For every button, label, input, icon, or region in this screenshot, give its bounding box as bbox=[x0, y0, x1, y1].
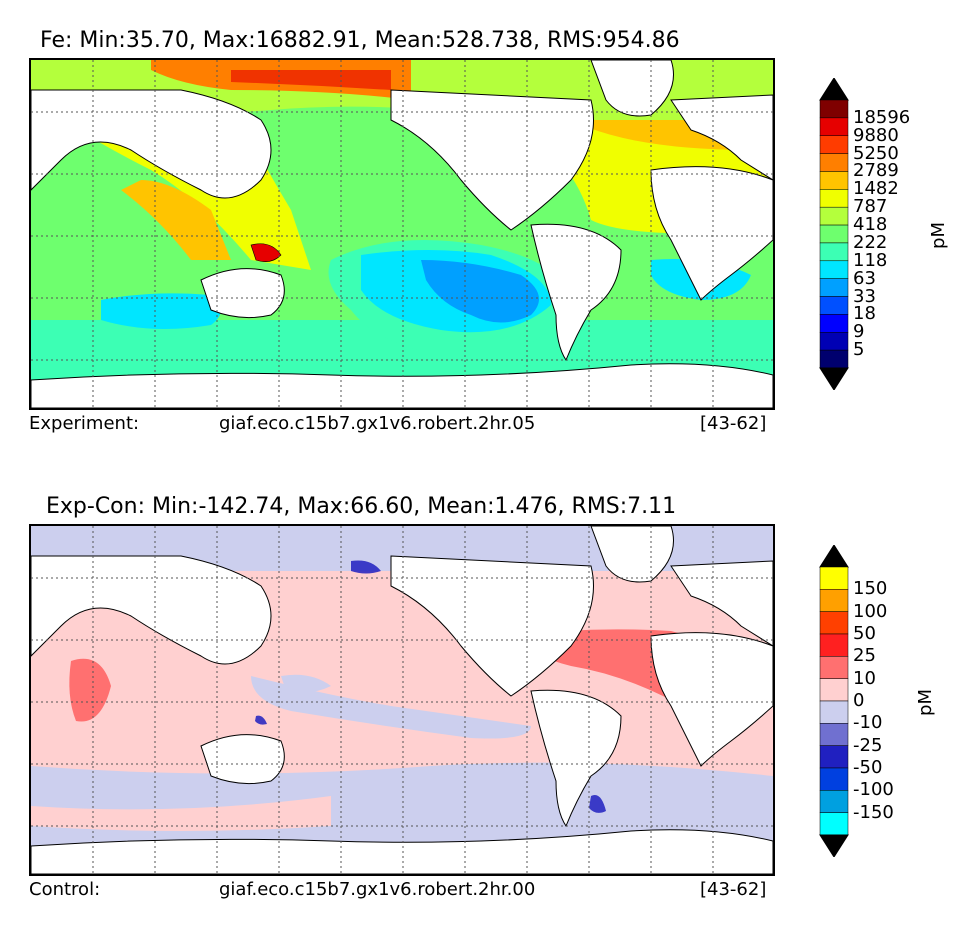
colorbar-tick-label: -50 bbox=[853, 757, 883, 778]
panel1-case-name: giaf.eco.c15b7.gx1v6.robert.2hr.05 bbox=[219, 413, 536, 434]
colorbar-swatch bbox=[819, 242, 849, 262]
colorbar-top-extend bbox=[819, 544, 849, 568]
colorbar-tick-label: 33 bbox=[853, 285, 876, 307]
colorbar-bottom-extend bbox=[819, 834, 849, 858]
panel2-case-name: giaf.eco.c15b7.gx1v6.robert.2hr.00 bbox=[219, 879, 536, 900]
colorbar-tick-label: 418 bbox=[853, 214, 888, 236]
colorbar-swatch bbox=[819, 723, 849, 746]
panel1-title: Fe: Min:35.70, Max:16882.91, Mean:528.73… bbox=[40, 28, 680, 53]
colorbar-swatch bbox=[819, 117, 849, 136]
colorbar-tick-label: -25 bbox=[853, 734, 883, 756]
colorbar-tick-label: 100 bbox=[853, 600, 888, 622]
colorbar-tick-label: 0 bbox=[853, 690, 865, 711]
panel1-colorbar bbox=[818, 77, 850, 391]
colorbar-tick-label: 18 bbox=[853, 303, 876, 325]
colorbar-swatch bbox=[819, 767, 849, 791]
colorbar-tick-label: 5250 bbox=[853, 142, 899, 164]
panel1-experiment-label: Experiment: bbox=[29, 413, 140, 434]
colorbar-tick-label: 9880 bbox=[853, 124, 899, 146]
colorbar-swatch bbox=[819, 790, 849, 813]
colorbar-tick-label: 150 bbox=[853, 578, 888, 600]
colorbar-swatch bbox=[819, 135, 849, 154]
colorbar-swatch bbox=[819, 314, 849, 333]
colorbar-tick-label: 50 bbox=[853, 623, 876, 644]
panel2-control-label: Control: bbox=[29, 879, 101, 900]
colorbar-swatch bbox=[819, 656, 849, 679]
panel2-years: [43-62] bbox=[700, 879, 767, 900]
colorbar-tick-label: 222 bbox=[853, 231, 888, 253]
colorbar-tick-label: 25 bbox=[853, 645, 876, 667]
colorbar-swatch bbox=[819, 296, 849, 315]
colorbar-tick-label: 5 bbox=[853, 339, 865, 361]
panel2-title: Exp-Con: Min:-142.74, Max:66.60, Mean:1.… bbox=[46, 494, 677, 519]
colorbar-tick-label: -150 bbox=[853, 801, 894, 823]
colorbar-swatch bbox=[819, 633, 849, 657]
colorbar-tick-label: 18596 bbox=[853, 106, 911, 128]
colorbar-swatch bbox=[819, 206, 849, 226]
colorbar-swatch bbox=[819, 260, 849, 279]
colorbar-swatch bbox=[819, 678, 849, 702]
colorbar-tick-label: 118 bbox=[853, 249, 888, 271]
colorbar-bottom-extend bbox=[819, 367, 849, 391]
colorbar-tick-label: 63 bbox=[853, 267, 876, 289]
colorbar-swatch bbox=[819, 189, 849, 208]
panel1-map bbox=[29, 58, 775, 410]
colorbar-swatch bbox=[819, 611, 849, 635]
colorbar-tick-label: 10 bbox=[853, 667, 876, 689]
panel1-colorbar-unit: pM bbox=[927, 222, 949, 249]
colorbar-swatch bbox=[819, 99, 849, 119]
colorbar-swatch bbox=[819, 566, 849, 590]
colorbar-swatch bbox=[819, 589, 849, 612]
panel1-years: [43-62] bbox=[700, 413, 767, 434]
panel2-map bbox=[29, 524, 775, 876]
colorbar-top-extend bbox=[819, 77, 849, 101]
colorbar-swatch bbox=[819, 700, 849, 724]
colorbar-swatch bbox=[819, 153, 849, 172]
colorbar-tick-label: 787 bbox=[853, 196, 888, 218]
colorbar-tick-label: 9 bbox=[853, 321, 865, 343]
panel2-colorbar bbox=[818, 544, 850, 858]
colorbar-swatch bbox=[819, 349, 849, 369]
colorbar-swatch bbox=[819, 332, 849, 351]
colorbar-swatch bbox=[819, 171, 849, 190]
colorbar-swatch bbox=[819, 745, 849, 769]
colorbar-tick-label: -10 bbox=[853, 712, 883, 734]
colorbar-tick-label: -100 bbox=[853, 779, 894, 801]
colorbar-swatch bbox=[819, 812, 849, 836]
colorbar-swatch bbox=[819, 278, 849, 297]
colorbar-swatch bbox=[819, 224, 849, 244]
panel2-colorbar-unit: pM bbox=[914, 689, 936, 716]
colorbar-tick-label: 1482 bbox=[853, 178, 899, 200]
colorbar-tick-label: 2789 bbox=[853, 160, 899, 182]
